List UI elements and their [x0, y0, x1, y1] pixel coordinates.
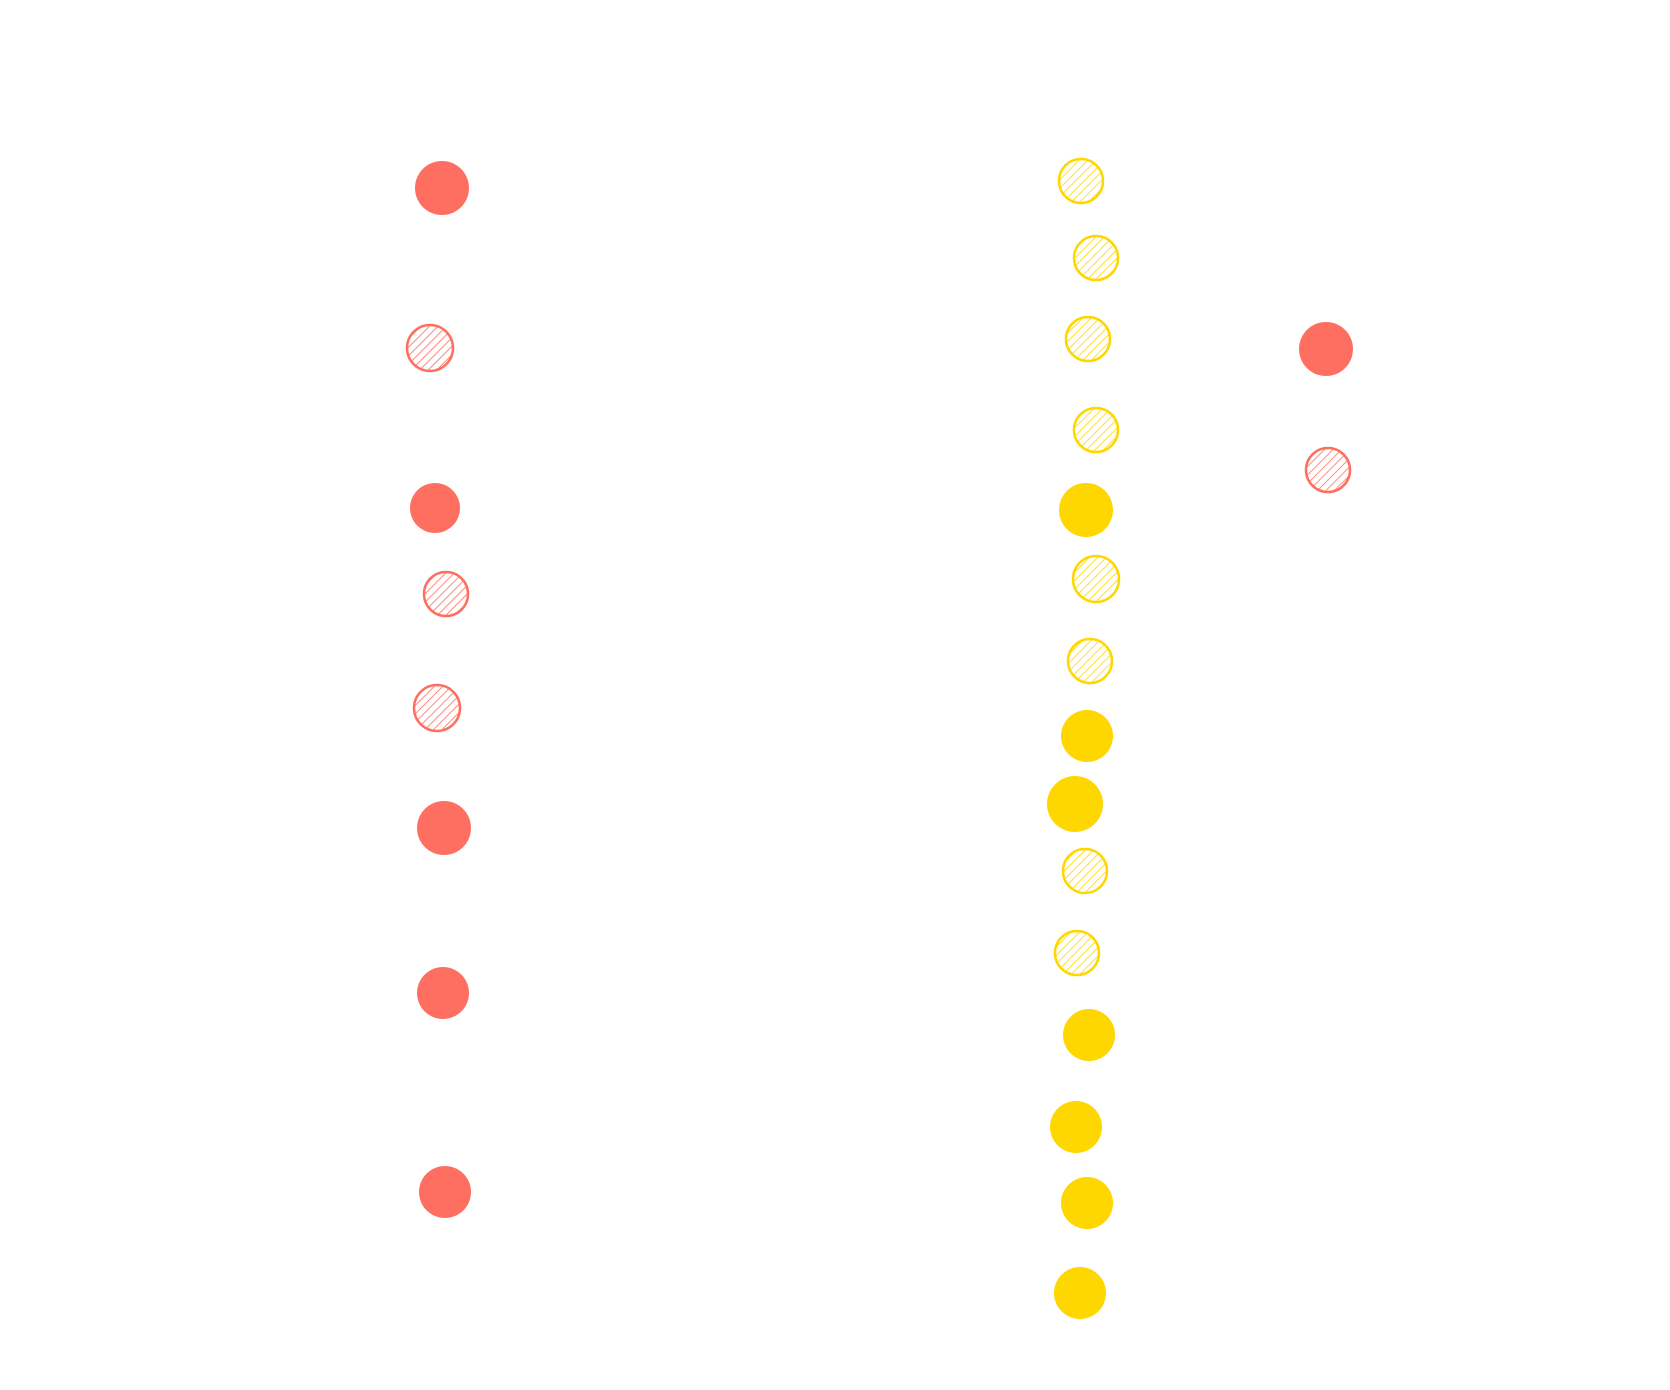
yellow-dot-solid [1061, 710, 1113, 762]
red-dot-solid [1299, 322, 1353, 376]
red-dot-solid [417, 967, 469, 1019]
yellow-dot-hatched [1061, 847, 1109, 895]
yellow-dot-solid [1047, 776, 1103, 832]
red-dot-solid [410, 483, 460, 533]
yellow-dot-solid [1061, 1177, 1113, 1229]
yellow-dot-solid [1054, 1267, 1106, 1319]
yellow-dot-hatched [1072, 234, 1120, 282]
yellow-dot-solid [1063, 1009, 1115, 1061]
yellow-dot-hatched [1057, 157, 1105, 205]
red-dot-hatched [422, 570, 470, 618]
yellow-dot-hatched [1072, 406, 1120, 454]
red-dot-solid [415, 161, 469, 215]
yellow-dot-hatched [1071, 554, 1121, 604]
red-dot-solid [419, 1166, 471, 1218]
red-dot-hatched [1304, 446, 1352, 494]
yellow-dot-hatched [1064, 315, 1112, 363]
dots-layer [405, 157, 1353, 1319]
yellow-dot-hatched [1053, 929, 1101, 977]
yellow-dot-hatched [1066, 637, 1114, 685]
red-dot-solid [417, 801, 471, 855]
yellow-dot-solid [1059, 483, 1113, 537]
red-dot-hatched [405, 323, 455, 373]
yellow-dot-solid [1050, 1101, 1102, 1153]
red-dot-hatched [412, 683, 462, 733]
